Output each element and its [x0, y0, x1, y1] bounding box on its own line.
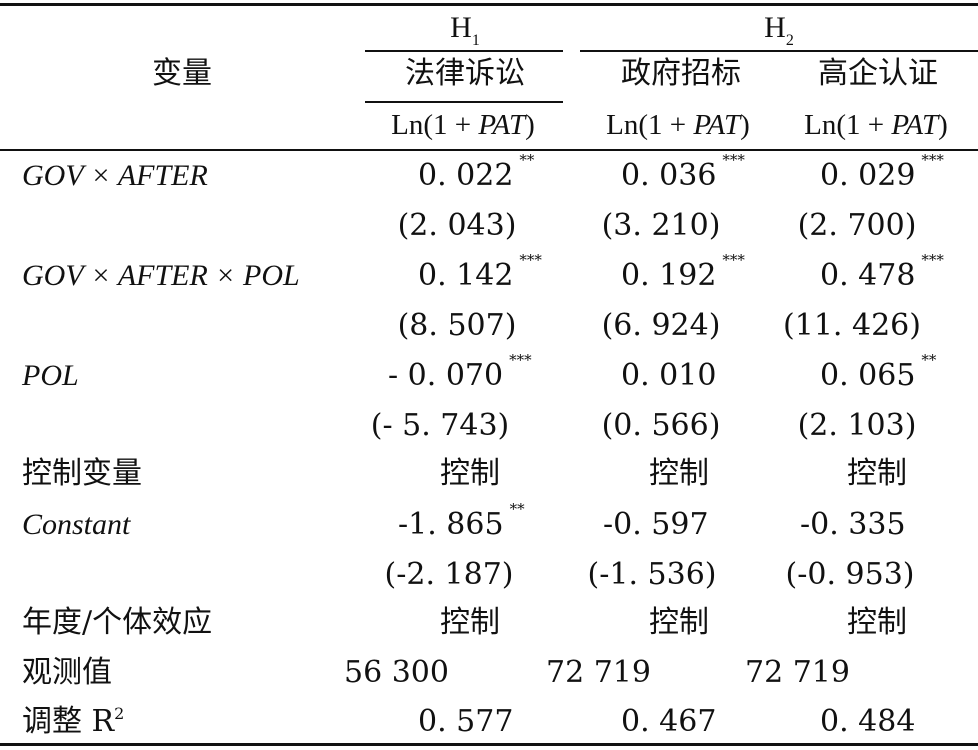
- row8-col2-tstat: (-1. 536): [587, 557, 717, 592]
- row2-col2-value: 0. 192 ***: [621, 251, 745, 293]
- row3-col2-tstat: (6. 924): [601, 308, 721, 343]
- row6-col2-value: 控制: [649, 456, 709, 491]
- col1-name-underline: [365, 101, 563, 103]
- row-label-adjusted-r2: 调整 R2: [22, 704, 125, 739]
- row3-col1-tstat: (8. 507): [397, 308, 517, 343]
- row11-col2-value: 0. 467: [621, 704, 717, 739]
- row10-col2-value: 72 719: [546, 655, 651, 690]
- row2-col3-value: 0. 478 ***: [820, 251, 944, 293]
- row5-col1-tstat: (- 5. 743): [370, 408, 510, 443]
- header-bottom-rule: [0, 149, 978, 151]
- row11-col3-value: 0. 484: [820, 704, 916, 739]
- row4-col3-value: 0. 065 **: [820, 351, 937, 393]
- header-h1: H1: [450, 11, 480, 49]
- header-col3-depvar: Ln(1 + PAT): [804, 109, 948, 141]
- row10-col1-value: 56 300: [344, 655, 449, 690]
- row9-col1-value: 控制: [440, 605, 500, 640]
- row7-col2-value: -0. 597: [603, 507, 709, 542]
- row1-col2-tstat: (3. 210): [601, 208, 721, 243]
- row-label-observations: 观测值: [22, 655, 112, 690]
- header-col1-name: 法律诉讼: [405, 56, 525, 91]
- row8-col3-tstat: (-0. 953): [785, 557, 915, 592]
- h2-underline: [580, 50, 978, 52]
- row4-col1-value: - 0. 070 ***: [388, 351, 532, 393]
- row1-col1-tstat: (2. 043): [397, 208, 517, 243]
- row-label-constant: Constant: [22, 508, 131, 541]
- row6-col3-value: 控制: [847, 456, 907, 491]
- row3-col3-tstat: (11. 426): [783, 308, 921, 343]
- row-label-controls: 控制变量: [22, 456, 142, 491]
- row-label-gov-after-pol: GOV × AFTER × POL: [22, 259, 300, 292]
- header-col3-name: 高企认证: [818, 56, 938, 91]
- row2-col1-value: 0. 142 ***: [418, 251, 542, 293]
- h1-underline: [365, 50, 563, 52]
- row8-col1-tstat: (-2. 187): [384, 557, 514, 592]
- row1-col3-tstat: (2. 700): [797, 208, 917, 243]
- row0-col1-value: 0. 022 **: [418, 151, 535, 193]
- row7-col3-value: -0. 335: [800, 507, 906, 542]
- row-label-year-fixed-effects: 年度/个体效应: [22, 605, 213, 640]
- header-variable-label: 变量: [152, 56, 212, 91]
- row9-col3-value: 控制: [847, 605, 907, 640]
- row5-col3-tstat: (2. 103): [797, 408, 917, 443]
- row7-col1-value: -1. 865 **: [398, 500, 525, 542]
- row5-col2-tstat: (0. 566): [601, 408, 721, 443]
- row10-col3-value: 72 719: [745, 655, 850, 690]
- header-h2: H2: [764, 11, 794, 49]
- row-label-pol: POL: [22, 359, 79, 392]
- header-col2-name: 政府招标: [621, 56, 741, 91]
- row0-col3-value: 0. 029 ***: [820, 151, 944, 193]
- row9-col2-value: 控制: [649, 605, 709, 640]
- row-label-gov-after: GOV × AFTER: [22, 159, 208, 192]
- table-top-rule: [0, 3, 978, 6]
- row11-col1-value: 0. 577: [418, 704, 514, 739]
- header-col2-depvar: Ln(1 + PAT): [606, 109, 750, 141]
- row4-col2-value: 0. 010: [621, 358, 717, 393]
- table-bottom-rule: [0, 743, 978, 746]
- row6-col1-value: 控制: [440, 456, 500, 491]
- row0-col2-value: 0. 036 ***: [621, 151, 745, 193]
- header-col1-depvar: Ln(1 + PAT): [391, 109, 535, 141]
